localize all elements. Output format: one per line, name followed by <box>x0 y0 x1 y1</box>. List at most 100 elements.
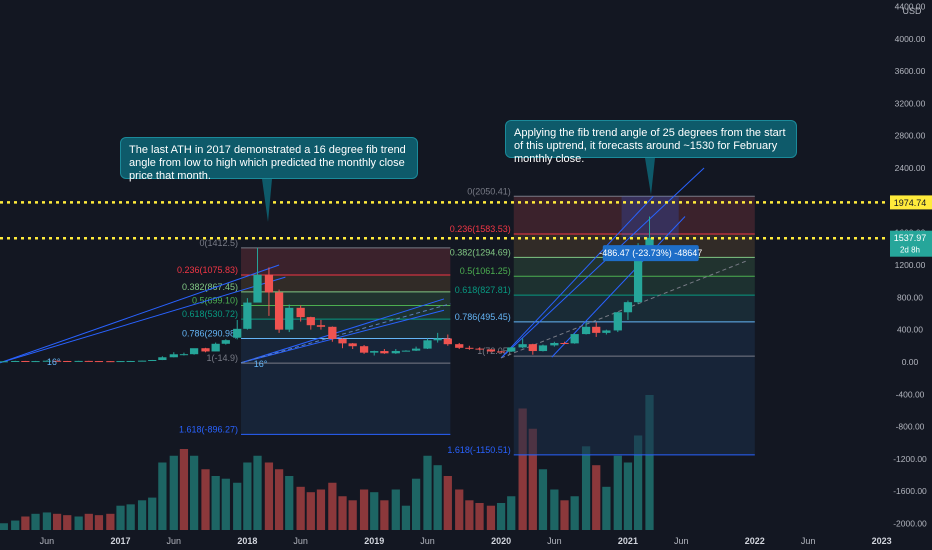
volume-bar <box>169 455 178 530</box>
horizontal-lines-layer[interactable] <box>0 201 888 240</box>
fib-level-label: 0.786(290.98) <box>182 328 238 338</box>
candle-body <box>11 360 20 362</box>
price-axis-bg <box>888 0 932 550</box>
volume-layer <box>0 395 654 530</box>
candle-body <box>74 360 83 362</box>
time-tick-label: Jun <box>674 536 689 546</box>
trend-line <box>0 264 280 364</box>
volume-bar <box>126 504 135 530</box>
volume-bar <box>391 489 400 530</box>
price-tick-label: 3200.00 <box>895 98 926 108</box>
fib-level-label: 0.236(1583.53) <box>450 224 511 234</box>
volume-bar <box>211 476 220 530</box>
candle-body <box>486 349 496 352</box>
fib-level-label: 0.618(827.81) <box>455 285 511 295</box>
candle-body <box>507 347 516 352</box>
time-tick-label: Jun <box>40 536 55 546</box>
candle-body <box>538 345 548 352</box>
fib-retracement-layer[interactable]: 0(1412.5) 0.236(1075.83) 0.382(867.45) 0.5(… <box>177 186 755 456</box>
price-tick-label: -1600.00 <box>893 486 927 496</box>
candle-body <box>233 328 242 338</box>
fib-zone <box>513 356 755 455</box>
volume-bar <box>613 455 622 530</box>
price-tick-label: -400.00 <box>896 389 925 399</box>
volume-bar <box>201 469 210 530</box>
volume-bar <box>316 489 326 530</box>
candle-body <box>189 348 199 355</box>
callout-pointer <box>645 158 655 195</box>
candle-body <box>528 344 537 352</box>
time-tick-label: 2019 <box>364 536 384 546</box>
annotation-right-callout[interactable]: Applying the fib trend angle of 25 degre… <box>505 120 797 165</box>
measure-label: -486.47 (-23.73%) -48647 <box>599 248 702 258</box>
volume-bar <box>42 512 52 530</box>
volume-bar <box>253 455 262 530</box>
volume-bar <box>116 505 125 530</box>
volume-bar <box>550 489 559 530</box>
volume-bar <box>328 482 337 530</box>
volume-bar <box>0 523 8 530</box>
candle-body <box>401 350 411 352</box>
time-tick-label: Jun <box>167 536 182 546</box>
volume-bar <box>221 478 230 530</box>
fib-level-label: 1.618(-896.27) <box>179 424 238 434</box>
candle-body <box>570 334 579 344</box>
candle-body <box>581 326 591 335</box>
price-tick-label: 0.00 <box>902 357 919 367</box>
price-tick-label: 1200.00 <box>895 260 926 270</box>
price-tag-label: 1974.74 <box>894 198 927 208</box>
time-tick-label: 2018 <box>237 536 257 546</box>
volume-bar <box>633 435 643 530</box>
volume-bar <box>496 503 506 530</box>
candle-body <box>63 360 72 362</box>
time-tick-label: 2021 <box>618 536 638 546</box>
volume-bar <box>233 482 242 530</box>
volume-bar <box>52 513 62 530</box>
volume-bar <box>465 500 474 530</box>
price-tick-label: -800.00 <box>896 422 925 432</box>
fib-level-label: 1(-14.9) <box>207 353 239 363</box>
fib-level-label: 0.618(530.72) <box>182 309 238 319</box>
annotation-left-callout[interactable]: The last ATH in 2017 demonstrated a 16 d… <box>120 137 418 182</box>
trend-line <box>240 298 445 364</box>
time-axis-bg <box>0 530 932 550</box>
price-tick-label: 4400.00 <box>895 1 926 11</box>
candle-body <box>296 307 305 318</box>
fib-zone <box>513 321 755 357</box>
candle-body <box>455 344 464 348</box>
volume-bar <box>443 476 452 530</box>
volume-bar <box>528 428 537 530</box>
candle-body <box>31 361 40 363</box>
candle-body <box>391 350 400 354</box>
fib-zone <box>241 291 451 306</box>
candle-body <box>179 354 189 356</box>
candle-body <box>633 250 643 303</box>
candle-body <box>264 274 274 293</box>
fib-zone <box>241 247 451 276</box>
candle-body <box>169 354 178 358</box>
volume-bar <box>264 462 274 530</box>
candle-body <box>94 361 104 363</box>
candle-body <box>148 360 157 362</box>
time-tick-label: Jun <box>547 536 562 546</box>
volume-bar <box>486 505 496 530</box>
volume-bar <box>380 500 389 530</box>
candle-body <box>243 302 252 329</box>
candle-body <box>380 351 389 354</box>
volume-bar <box>106 513 115 530</box>
price-tick-label: 3600.00 <box>895 66 926 76</box>
annotation-layer[interactable]: -486.47 (-23.73%) -48647 16° 16° <box>47 158 702 369</box>
angle-label: 16° <box>47 357 61 367</box>
candle-body <box>221 340 230 344</box>
price-tick-label: 800.00 <box>897 292 923 302</box>
candle-body <box>518 344 527 348</box>
volume-bar <box>74 516 83 530</box>
volume-bar <box>411 478 421 530</box>
candle-body <box>306 317 315 326</box>
annotation-left-text: The last ATH in 2017 demonstrated a 16 d… <box>129 144 406 182</box>
candle-body <box>137 360 147 362</box>
volume-bar <box>592 465 601 530</box>
trend-lines-layer[interactable] <box>0 167 749 364</box>
